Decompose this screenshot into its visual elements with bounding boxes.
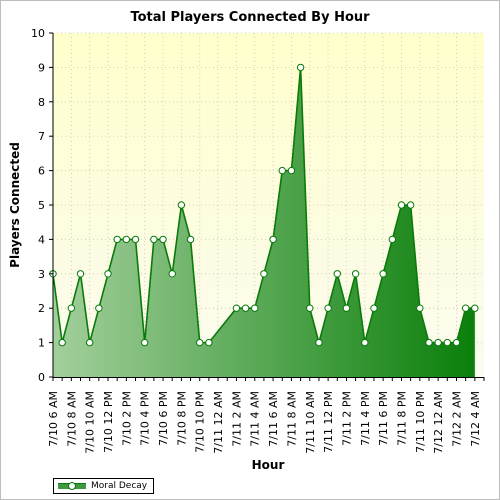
data-point: [104, 270, 112, 278]
data-point: [452, 338, 461, 347]
x-tick-label: 7/11 2 AM: [230, 391, 243, 447]
x-tick-label: 7/10 6 AM: [47, 391, 60, 447]
data-point: [471, 304, 479, 312]
legend-swatch-icon: [58, 482, 86, 490]
data-point: [269, 235, 277, 244]
x-tick-label: 7/12 12 AM: [432, 391, 445, 454]
data-point: [251, 304, 259, 312]
data-point: [397, 201, 406, 209]
x-tick-label: 7/11 6 PM: [377, 391, 390, 446]
data-point: [416, 304, 424, 312]
x-tick-label: 7/11 4 AM: [249, 391, 262, 447]
data-point: [131, 235, 140, 244]
series-area: [53, 67, 475, 378]
data-point: [324, 304, 332, 312]
x-tick-label: 7/10 8 PM: [175, 391, 188, 446]
x-tick-label: 7/10 12 PM: [102, 391, 115, 453]
x-tick-label: 7/11 10 PM: [414, 391, 427, 453]
chart-title: Total Players Connected By Hour: [130, 10, 370, 25]
x-tick-label: 7/10 6 PM: [157, 391, 170, 446]
y-tick-label: 2: [38, 302, 45, 315]
data-point: [122, 235, 131, 244]
x-tick-label: 7/10 4 PM: [139, 391, 152, 446]
data-point: [159, 235, 167, 244]
x-axis-title: Hour: [252, 458, 285, 472]
data-point: [342, 304, 351, 312]
data-point: [196, 338, 204, 347]
data-point: [388, 235, 396, 244]
data-point: [150, 235, 158, 244]
legend-label: Moral Decay: [91, 481, 148, 491]
data-point: [67, 304, 76, 312]
x-tick-label: 7/11 12 PM: [322, 391, 335, 453]
x-tick-label: 7/11 6 AM: [267, 391, 280, 447]
x-tick-label: 7/10 10 AM: [84, 391, 97, 454]
data-point: [76, 270, 85, 278]
x-tick-label: 7/11 12 AM: [212, 391, 225, 454]
data-point: [434, 338, 442, 347]
data-point: [370, 304, 378, 312]
data-point: [113, 235, 121, 244]
data-point: [296, 63, 305, 72]
data-point: [232, 304, 241, 312]
data-point: [461, 304, 470, 312]
y-tick-label: 10: [31, 27, 45, 40]
data-point: [443, 338, 452, 347]
data-point: [241, 304, 250, 312]
data-point: [260, 270, 268, 278]
data-point: [315, 338, 323, 347]
data-point: [141, 338, 149, 347]
data-point: [361, 338, 369, 347]
data-point: [425, 338, 433, 347]
data-point: [351, 270, 360, 278]
data-point: [278, 166, 286, 175]
y-tick-label: 7: [38, 130, 45, 143]
y-tick-label: 3: [38, 268, 45, 281]
x-tick-label: 7/11 4 PM: [359, 391, 372, 446]
data-point: [85, 338, 94, 347]
data-point: [333, 270, 341, 278]
data-point: [186, 235, 195, 244]
y-tick-label: 5: [38, 199, 45, 212]
y-tick-label: 6: [38, 165, 45, 178]
x-tick-label: 7/10 8 AM: [65, 391, 78, 447]
x-tick-label: 7/11 8 AM: [285, 391, 298, 447]
x-tick-label: 7/12 2 AM: [450, 391, 463, 447]
data-point: [58, 338, 66, 347]
y-tick-label: 9: [38, 61, 45, 74]
x-tick-label: 7/11 2 PM: [340, 391, 353, 446]
data-point: [177, 201, 186, 209]
y-tick-label: 0: [38, 371, 45, 384]
y-tick-label: 4: [38, 233, 45, 246]
data-point: [379, 270, 387, 278]
legend: Moral Decay: [53, 478, 155, 494]
x-tick-label: 7/12 4 AM: [469, 391, 482, 447]
data-point: [306, 304, 314, 312]
y-axis-title: Players Connected: [8, 142, 22, 268]
data-point: [205, 338, 213, 347]
y-tick-label: 8: [38, 96, 45, 109]
data-point: [287, 166, 296, 175]
y-tick-label: 1: [38, 337, 45, 350]
x-tick-label: 7/11 8 PM: [395, 391, 408, 446]
x-tick-label: 7/10 10 PM: [194, 391, 207, 453]
data-point: [95, 304, 103, 312]
data-point: [168, 270, 176, 278]
data-point: [406, 201, 415, 209]
x-tick-label: 7/11 10 AM: [304, 391, 317, 454]
x-tick-label: 7/10 2 PM: [120, 391, 133, 446]
